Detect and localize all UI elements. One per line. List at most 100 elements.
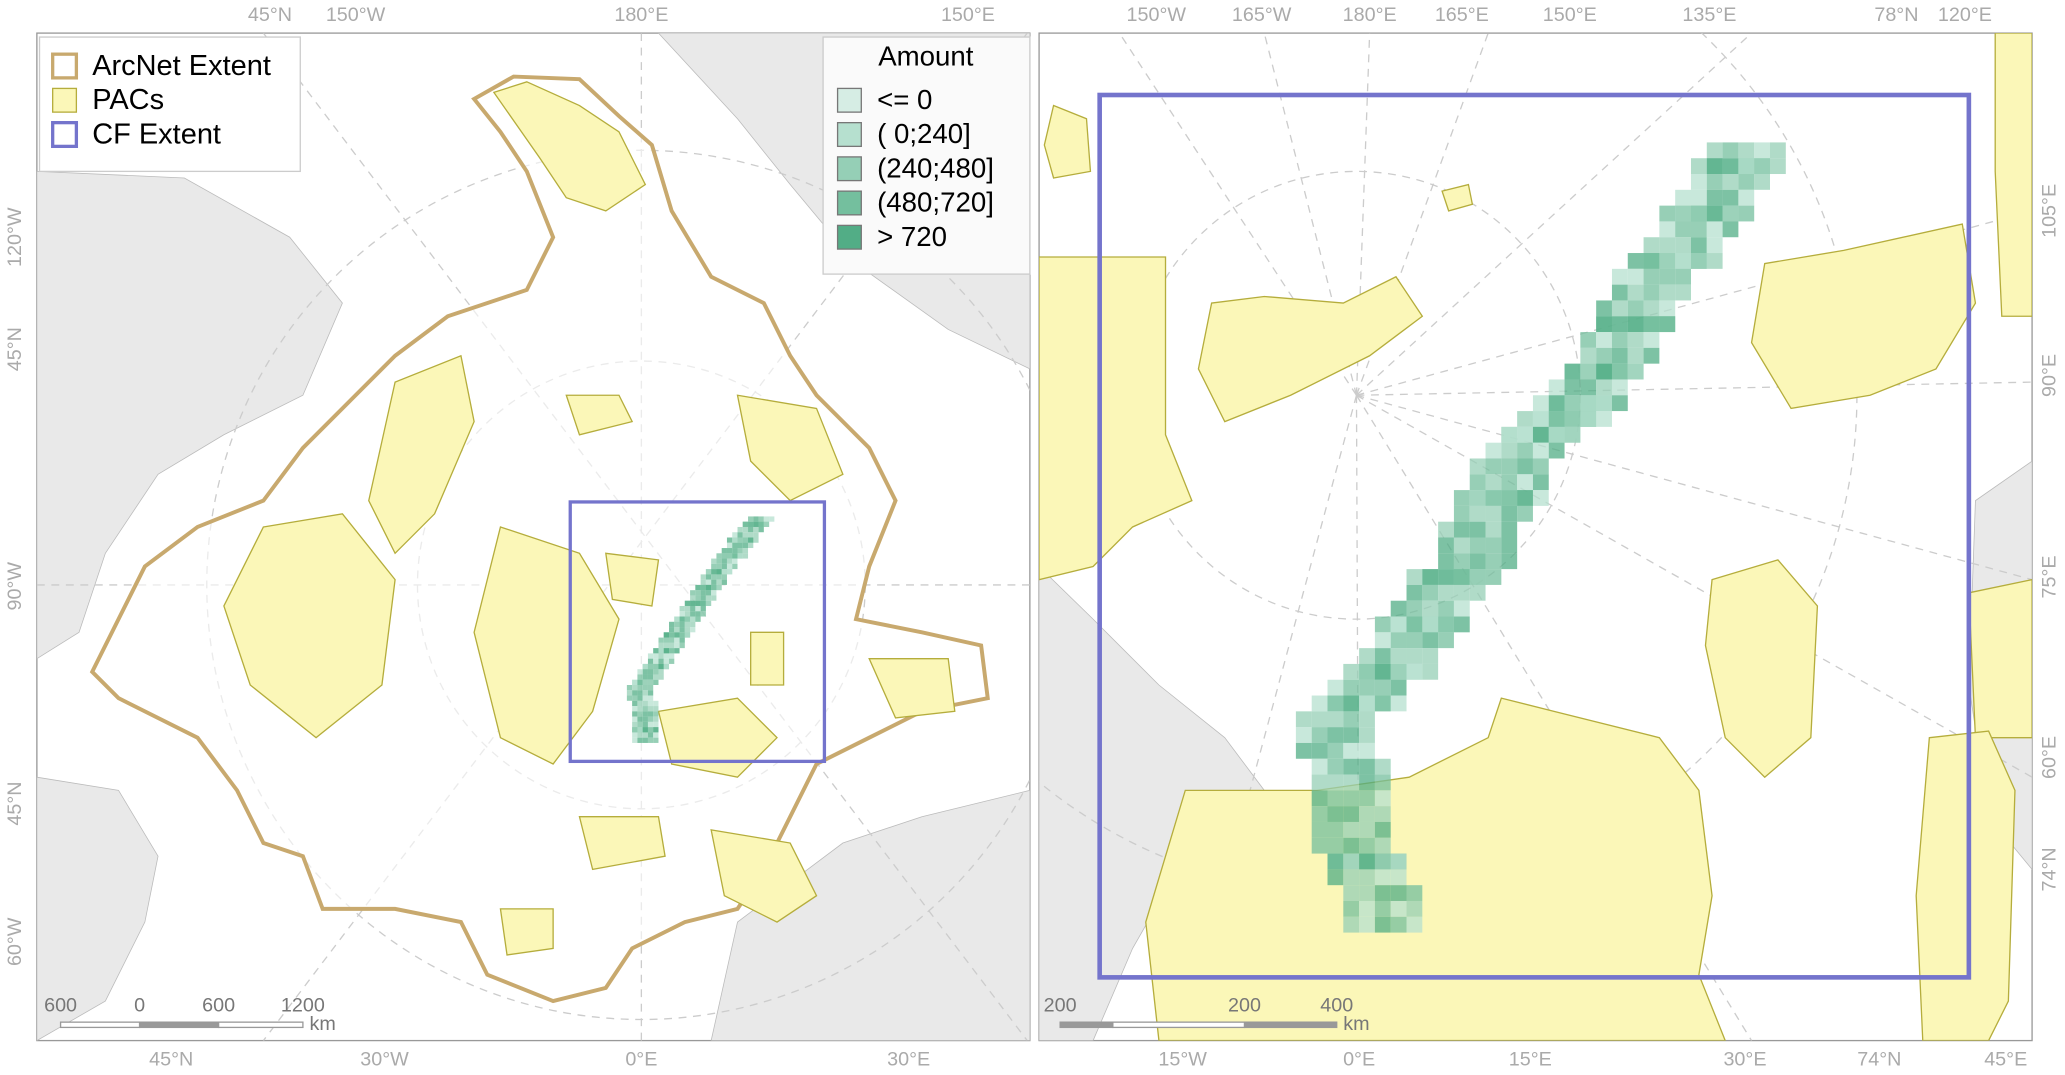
cf-cell xyxy=(632,690,638,696)
cf-cell xyxy=(1359,790,1375,807)
cf-cell xyxy=(1343,837,1360,854)
cf-cell xyxy=(1327,727,1344,743)
cf-cell xyxy=(763,521,770,527)
cf-cell xyxy=(669,621,675,628)
cf-cell xyxy=(679,605,685,612)
cf-cell xyxy=(679,621,685,628)
cf-cell xyxy=(1485,521,1502,538)
cf-cell xyxy=(632,706,638,712)
cf-cell xyxy=(1659,205,1676,222)
cf-cell xyxy=(642,679,648,685)
amount-swatch xyxy=(836,156,862,182)
cf-cell xyxy=(1722,189,1739,206)
graticule-label: 75°E xyxy=(2039,555,2061,598)
graticule-label: 165°W xyxy=(1232,4,1292,26)
cf-cell xyxy=(753,537,759,543)
cf-cell xyxy=(1374,853,1391,870)
graticule-label: 90°E xyxy=(2039,354,2061,397)
cf-cell xyxy=(1659,300,1676,317)
cf-cell xyxy=(753,526,759,533)
legend-label: ArcNet Extent xyxy=(92,50,271,82)
cf-cell xyxy=(669,653,675,659)
cf-cell xyxy=(1643,253,1660,269)
legend-label: PACs xyxy=(92,84,164,116)
cf-cell xyxy=(1564,426,1581,443)
cf-cell xyxy=(711,563,717,570)
cf-cell xyxy=(1406,663,1423,680)
cf-cell xyxy=(1422,632,1439,649)
pac xyxy=(736,394,844,502)
cf-cell xyxy=(1643,284,1660,301)
cf-cell xyxy=(647,711,654,717)
cf-cell xyxy=(1406,632,1423,649)
cf-cell xyxy=(674,648,680,654)
cf-cell xyxy=(626,690,633,696)
cf-cell xyxy=(1548,426,1565,443)
cf-cell xyxy=(1469,521,1486,538)
cf-cell xyxy=(1501,537,1518,554)
cf-cell xyxy=(1501,426,1518,443)
cf-cell xyxy=(1706,221,1723,238)
cf-cell xyxy=(637,679,643,685)
cf-cell xyxy=(1359,774,1375,791)
cf-cell xyxy=(1390,885,1407,901)
cf-cell xyxy=(637,669,643,675)
graticule-label: 60°E xyxy=(2039,736,2061,779)
cf-cell xyxy=(1596,316,1612,333)
cf-cell xyxy=(669,658,675,664)
cf-cell xyxy=(1359,853,1375,870)
cf-cell xyxy=(1485,553,1502,570)
pac xyxy=(1915,730,2016,1041)
cf-cell xyxy=(1690,158,1707,175)
cf-cell xyxy=(732,553,738,559)
cf-cell xyxy=(1643,237,1660,254)
cf-cell xyxy=(637,685,643,691)
amount-label: > 720 xyxy=(877,221,947,252)
cf-cell xyxy=(732,548,738,554)
cf-cell xyxy=(1469,474,1486,491)
cf-cell xyxy=(653,648,659,654)
cf-cell xyxy=(1374,632,1391,649)
cf-cells xyxy=(1295,142,1786,933)
cf-cell xyxy=(1659,221,1676,238)
cf-cell xyxy=(1406,900,1423,917)
cf-cell xyxy=(1453,553,1470,570)
cf-cell xyxy=(1469,584,1486,601)
cf-cell xyxy=(1390,663,1407,680)
cf-cell xyxy=(1611,316,1628,333)
cf-cell xyxy=(637,690,643,696)
cf-cell xyxy=(748,526,754,533)
cf-cell xyxy=(647,695,654,701)
cf-cell xyxy=(658,648,664,654)
graticule-label: 60°W xyxy=(4,917,26,966)
cf-cell xyxy=(726,548,733,554)
cf-cell xyxy=(1722,205,1739,222)
cf-cell xyxy=(647,721,654,728)
cf-cell xyxy=(1327,774,1344,791)
graticule-label: 105°E xyxy=(2039,184,2061,238)
cf-cell xyxy=(1327,869,1344,886)
cf-cell xyxy=(1611,300,1628,317)
cf-cell xyxy=(637,737,643,743)
cf-cell xyxy=(1564,411,1581,427)
cf-cell xyxy=(700,584,706,591)
cf-cell xyxy=(1754,142,1770,159)
cf-cell xyxy=(653,658,659,664)
cf-cell xyxy=(1690,237,1707,254)
cf-cell xyxy=(1438,632,1454,649)
cf-cell xyxy=(658,653,664,659)
cf-extent xyxy=(1097,92,1972,980)
cf-cell xyxy=(1311,837,1328,854)
cf-cell xyxy=(1659,316,1676,333)
cf-cell xyxy=(647,674,654,680)
cf-cell xyxy=(1374,790,1391,807)
cf-cell xyxy=(1374,869,1391,886)
cf-cell xyxy=(1627,363,1644,380)
cf-cell xyxy=(1675,189,1691,206)
cf-cell xyxy=(1438,569,1454,585)
cf-cell xyxy=(642,690,648,696)
cf-cell xyxy=(1564,395,1581,412)
cf-cell xyxy=(1359,695,1375,712)
cf-cell xyxy=(690,595,696,601)
cf-cell xyxy=(1706,253,1723,269)
